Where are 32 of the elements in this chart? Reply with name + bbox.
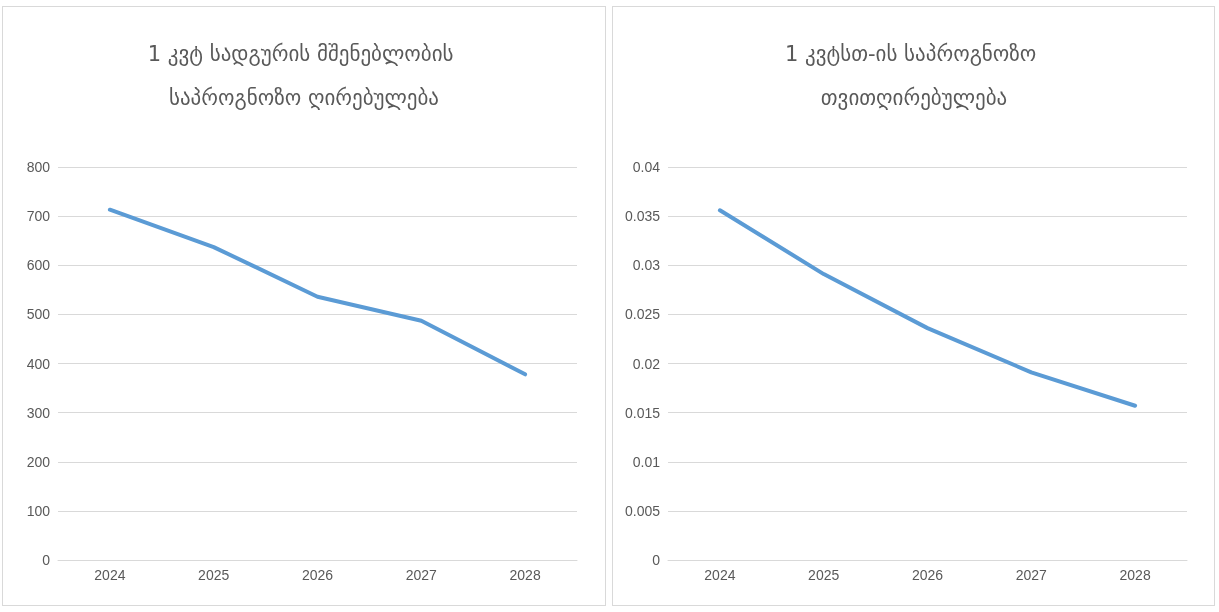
y-tick-label: 0.03 xyxy=(632,257,660,274)
y-tick-label: 0 xyxy=(42,552,51,568)
y-tick-label: 600 xyxy=(26,257,51,274)
y-tick-label: 100 xyxy=(26,502,51,519)
x-tick-label: 2025 xyxy=(807,567,839,583)
line-series xyxy=(717,208,1137,408)
y-tick-label: 0.02 xyxy=(632,355,660,372)
x-tick-label: 2024 xyxy=(703,567,736,583)
y-tick-label: 0.01 xyxy=(632,453,660,470)
y-tick-label: 0.015 xyxy=(624,404,660,421)
y-tick-label: 0.04 xyxy=(632,159,660,175)
x-tick-label: 2028 xyxy=(1119,567,1151,583)
line-series xyxy=(107,207,528,377)
x-tick-label: 2027 xyxy=(1015,567,1047,583)
y-tick-label: 0.025 xyxy=(624,306,660,323)
x-tick-label: 2028 xyxy=(509,567,541,583)
chart-title: 1 კვტსთ-ის საპროგნოზო თვითღირებულება xyxy=(784,42,1043,110)
y-tick-label: 0.035 xyxy=(624,208,660,225)
x-tick-label: 2027 xyxy=(405,567,438,583)
y-tick-label: 0.005 xyxy=(624,502,660,519)
x-tick-label: 2025 xyxy=(198,567,230,583)
y-tick-label: 400 xyxy=(26,355,51,372)
chart-title: 1 კვტ სადგურის მშენებლობის საპროგნოზო ღირებულება xyxy=(147,42,461,110)
y-tick-label: 200 xyxy=(26,453,51,470)
y-tick-label: 700 xyxy=(26,208,51,225)
x-tick-label: 2024 xyxy=(94,567,126,583)
y-tick-label: 300 xyxy=(26,404,51,421)
y-tick-label: 500 xyxy=(26,306,51,323)
x-tick-label: 2026 xyxy=(911,567,943,583)
x-tick-label: 2026 xyxy=(301,567,334,583)
y-tick-label: 800 xyxy=(26,159,51,175)
y-tick-label: 0 xyxy=(651,552,660,568)
